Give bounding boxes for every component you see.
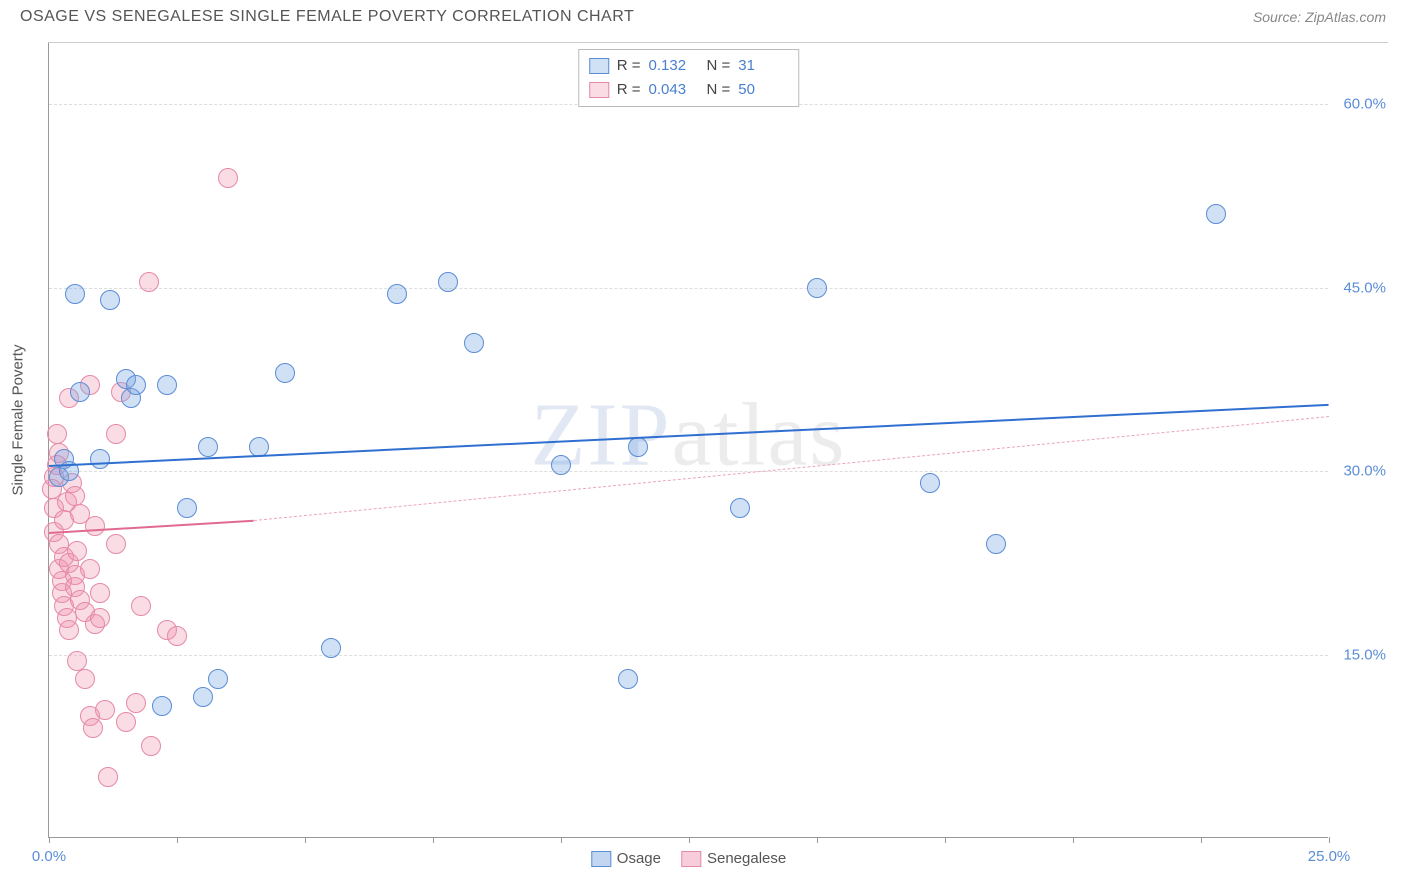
x-tick: [817, 837, 818, 843]
scatter-point: [198, 437, 218, 457]
scatter-point: [47, 424, 67, 444]
gridline: [49, 655, 1328, 656]
gridline: [49, 288, 1328, 289]
source-credit: Source: ZipAtlas.com: [1253, 9, 1386, 25]
scatter-point: [275, 363, 295, 383]
x-tick: [1073, 837, 1074, 843]
scatter-point: [730, 498, 750, 518]
legend-stats: R = 0.132 N = 31 R = 0.043 N = 50: [578, 49, 800, 107]
source-label: Source:: [1253, 9, 1305, 25]
x-tick: [945, 837, 946, 843]
x-tick: [1201, 837, 1202, 843]
scatter-point: [193, 687, 213, 707]
x-tick: [433, 837, 434, 843]
n-label: N =: [707, 54, 731, 78]
n-value: 50: [738, 78, 788, 102]
x-tick: [305, 837, 306, 843]
scatter-point: [100, 290, 120, 310]
legend-series: Osage Senegalese: [591, 850, 786, 867]
scatter-point: [106, 424, 126, 444]
gridline: [49, 471, 1328, 472]
scatter-point: [83, 718, 103, 738]
x-tick: [689, 837, 690, 843]
scatter-point: [152, 696, 172, 716]
scatter-point: [218, 168, 238, 188]
scatter-point: [628, 437, 648, 457]
scatter-point: [90, 449, 110, 469]
scatter-point: [67, 541, 87, 561]
scatter-point: [126, 375, 146, 395]
scatter-point: [116, 712, 136, 732]
source-name: ZipAtlas.com: [1305, 9, 1386, 25]
scatter-point: [321, 638, 341, 658]
legend-label: Senegalese: [707, 850, 786, 867]
legend-swatch: [591, 851, 611, 867]
scatter-point: [141, 736, 161, 756]
scatter-point: [90, 583, 110, 603]
legend-swatch: [681, 851, 701, 867]
legend-swatch: [589, 58, 609, 74]
scatter-point: [59, 620, 79, 640]
scatter-point: [387, 284, 407, 304]
scatter-point: [177, 498, 197, 518]
scatter-point: [131, 596, 151, 616]
scatter-point: [90, 608, 110, 628]
legend-item: Osage: [591, 850, 661, 867]
x-tick: [177, 837, 178, 843]
chart-container: ZIPatlas 15.0%30.0%45.0%60.0%0.0%25.0%R …: [48, 42, 1388, 837]
scatter-point: [70, 382, 90, 402]
scatter-point: [139, 272, 159, 292]
trend-line: [254, 416, 1329, 521]
legend-label: Osage: [617, 850, 661, 867]
scatter-point: [67, 651, 87, 671]
y-tick-label: 45.0%: [1330, 279, 1386, 296]
scatter-point: [438, 272, 458, 292]
r-label: R =: [617, 54, 641, 78]
legend-item: Senegalese: [681, 850, 786, 867]
scatter-point: [920, 473, 940, 493]
x-tick: [49, 837, 50, 843]
scatter-point: [85, 516, 105, 536]
scatter-point: [75, 669, 95, 689]
scatter-point: [551, 455, 571, 475]
scatter-point: [106, 534, 126, 554]
scatter-point: [208, 669, 228, 689]
x-tick: [1329, 837, 1330, 843]
y-tick-label: 15.0%: [1330, 646, 1386, 663]
r-value: 0.043: [649, 78, 699, 102]
scatter-point: [98, 767, 118, 787]
legend-stats-row: R = 0.132 N = 31: [589, 54, 789, 78]
scatter-point: [126, 693, 146, 713]
scatter-point: [986, 534, 1006, 554]
y-tick-label: 60.0%: [1330, 96, 1386, 113]
scatter-point: [80, 559, 100, 579]
x-tick-label: 0.0%: [32, 848, 66, 865]
scatter-point: [618, 669, 638, 689]
scatter-point: [95, 700, 115, 720]
y-axis-title: Single Female Poverty: [10, 345, 27, 496]
x-tick-label: 25.0%: [1308, 848, 1351, 865]
r-value: 0.132: [649, 54, 699, 78]
scatter-point: [807, 278, 827, 298]
r-label: R =: [617, 78, 641, 102]
chart-title: OSAGE VS SENEGALESE SINGLE FEMALE POVERT…: [20, 8, 634, 26]
scatter-point: [65, 486, 85, 506]
x-tick: [561, 837, 562, 843]
scatter-point: [1206, 204, 1226, 224]
n-label: N =: [707, 78, 731, 102]
scatter-point: [65, 284, 85, 304]
plot-area: ZIPatlas 15.0%30.0%45.0%60.0%0.0%25.0%R …: [48, 43, 1328, 838]
y-tick-label: 30.0%: [1330, 463, 1386, 480]
n-value: 31: [738, 54, 788, 78]
legend-stats-row: R = 0.043 N = 50: [589, 78, 789, 102]
scatter-point: [167, 626, 187, 646]
scatter-point: [157, 375, 177, 395]
scatter-point: [464, 333, 484, 353]
legend-swatch: [589, 82, 609, 98]
